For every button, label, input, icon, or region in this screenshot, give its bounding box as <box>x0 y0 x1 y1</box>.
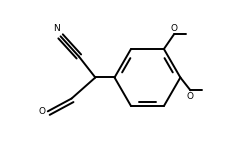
Text: N: N <box>53 24 60 33</box>
Text: O: O <box>170 24 177 33</box>
Text: O: O <box>186 92 193 101</box>
Text: O: O <box>39 107 46 116</box>
